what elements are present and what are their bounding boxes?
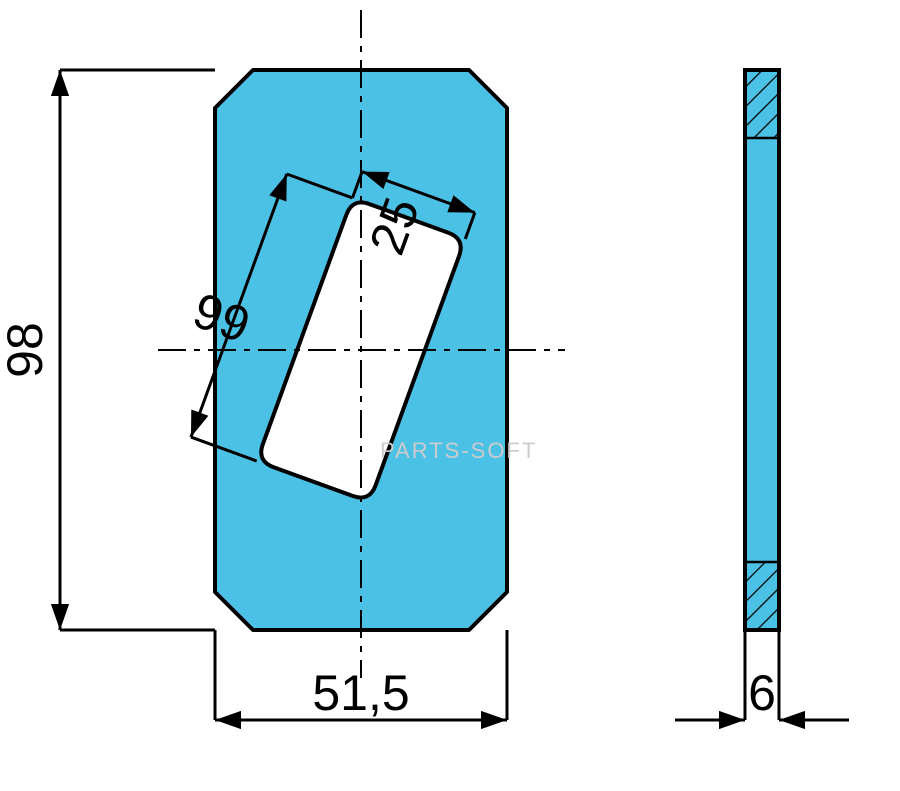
- technical-drawing: 9851,566625: [0, 0, 900, 791]
- side-view-body: [745, 70, 779, 630]
- side-hatch-top: [745, 70, 779, 138]
- dim-value-thickness: 6: [748, 665, 776, 721]
- dim-value-width: 51,5: [312, 665, 409, 721]
- dim-value-height: 98: [0, 322, 53, 378]
- side-hatch-bottom: [745, 562, 779, 630]
